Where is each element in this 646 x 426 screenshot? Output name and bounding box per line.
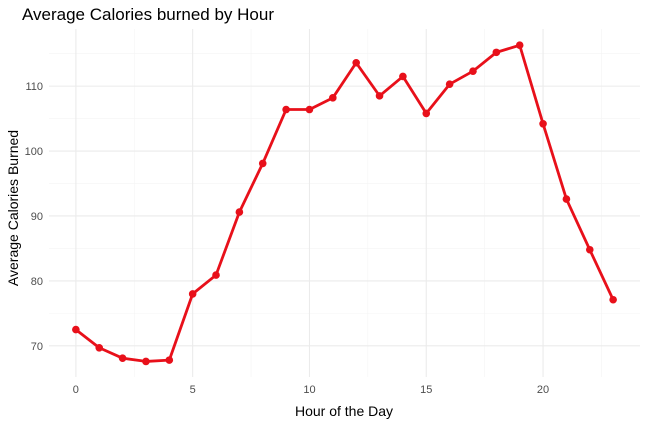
- data-point: [95, 343, 104, 352]
- x-tick-label: 5: [190, 384, 196, 396]
- data-point: [118, 354, 127, 362]
- x-tick-label: 0: [73, 384, 79, 396]
- data-point: [282, 105, 290, 114]
- series-layer: [72, 41, 617, 366]
- data-point: [515, 41, 524, 50]
- data-point: [375, 92, 384, 100]
- data-point: [609, 295, 617, 304]
- series-line: [74, 43, 615, 363]
- y-tick-label: 70: [31, 341, 43, 353]
- data-point: [585, 245, 594, 254]
- x-tick-label: 15: [420, 384, 432, 396]
- tick-labels: 0 5 10 15 20 70 80 90 100 110: [25, 81, 550, 396]
- x-axis-title: Hour of the Day: [295, 403, 393, 419]
- data-point: [212, 271, 220, 279]
- data-point: [142, 357, 150, 366]
- x-tick-label: 20: [537, 384, 549, 396]
- chart-title: Average Calories burned by Hour: [22, 5, 274, 24]
- data-point: [422, 109, 431, 118]
- data-point: [539, 119, 547, 128]
- data-point: [235, 208, 244, 216]
- y-axis-title: Average Calories Burned: [5, 130, 21, 286]
- data-point: [258, 159, 267, 168]
- data-point: [188, 290, 197, 298]
- data-point: [305, 105, 314, 114]
- data-point: [445, 80, 454, 88]
- data-point: [562, 195, 571, 203]
- data-point: [352, 58, 360, 67]
- y-tick-label: 110: [25, 81, 43, 93]
- y-tick-label: 80: [31, 276, 43, 288]
- y-tick-label: 90: [31, 211, 43, 223]
- data-point: [72, 325, 80, 334]
- y-tick-label: 100: [25, 146, 43, 158]
- data-point: [492, 48, 501, 57]
- data-point: [399, 72, 407, 81]
- data-point: [469, 67, 477, 76]
- grid: [49, 29, 640, 377]
- x-tick-label: 10: [303, 384, 315, 396]
- data-point: [329, 94, 337, 102]
- data-point: [165, 356, 174, 364]
